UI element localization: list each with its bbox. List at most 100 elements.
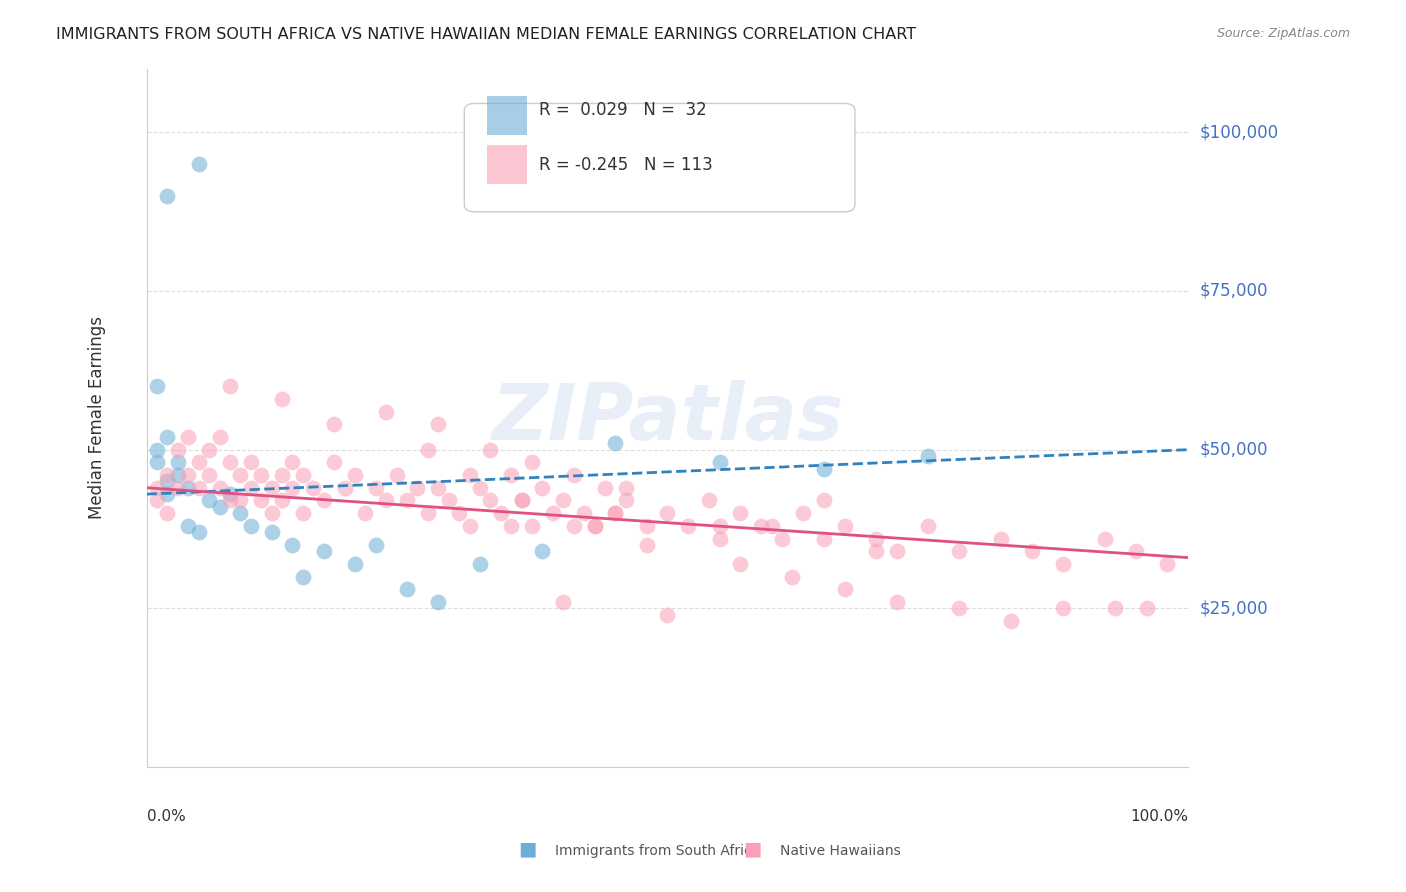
Point	[416, 442, 439, 457]
Point	[948, 544, 970, 558]
Point	[886, 544, 908, 558]
Point	[990, 532, 1012, 546]
Point	[553, 493, 575, 508]
Text: R = -0.245   N = 113: R = -0.245 N = 113	[540, 156, 713, 174]
Point	[427, 595, 450, 609]
Point	[187, 157, 209, 171]
Point	[146, 379, 169, 393]
Point	[709, 519, 731, 533]
Text: Source: ZipAtlas.com: Source: ZipAtlas.com	[1216, 27, 1350, 40]
Point	[219, 379, 242, 393]
Point	[271, 468, 294, 483]
Point	[614, 493, 637, 508]
Point	[520, 519, 543, 533]
Point	[865, 532, 887, 546]
Point	[250, 468, 273, 483]
Point	[834, 519, 856, 533]
Point	[323, 455, 346, 469]
Point	[166, 468, 188, 483]
Bar	[488, 145, 527, 184]
Text: Median Female Earnings: Median Female Earnings	[87, 317, 105, 519]
Point	[146, 442, 169, 457]
Text: Immigrants from South Africa: Immigrants from South Africa	[555, 844, 761, 858]
Point	[198, 442, 221, 457]
Point	[583, 519, 606, 533]
Point	[177, 468, 200, 483]
Point	[562, 468, 585, 483]
Point	[657, 506, 679, 520]
Point	[187, 455, 209, 469]
Point	[291, 468, 314, 483]
Point	[323, 417, 346, 432]
Point	[813, 461, 835, 475]
Point	[636, 519, 658, 533]
Point	[427, 417, 450, 432]
Point	[834, 582, 856, 597]
Point	[510, 493, 533, 508]
Text: ZIPatlas: ZIPatlas	[491, 380, 844, 456]
Point	[583, 519, 606, 533]
Text: Native Hawaiians: Native Hawaiians	[780, 844, 901, 858]
Point	[458, 468, 481, 483]
Point	[697, 493, 720, 508]
Point	[531, 481, 554, 495]
Point	[166, 481, 188, 495]
Text: 100.0%: 100.0%	[1130, 809, 1188, 824]
Point	[260, 481, 283, 495]
Bar	[488, 96, 527, 135]
Text: $75,000: $75,000	[1199, 282, 1268, 300]
Point	[541, 506, 564, 520]
Point	[770, 532, 793, 546]
Point	[291, 570, 314, 584]
Point	[605, 506, 627, 520]
Point	[865, 544, 887, 558]
Point	[198, 468, 221, 483]
Point	[605, 506, 627, 520]
Point	[219, 487, 242, 501]
Text: IMMIGRANTS FROM SOUTH AFRICA VS NATIVE HAWAIIAN MEDIAN FEMALE EARNINGS CORRELATI: IMMIGRANTS FROM SOUTH AFRICA VS NATIVE H…	[56, 27, 917, 42]
Point	[501, 468, 523, 483]
Point	[156, 468, 179, 483]
Point	[792, 506, 814, 520]
Point	[166, 455, 188, 469]
Point	[761, 519, 783, 533]
Point	[749, 519, 772, 533]
Point	[343, 557, 366, 571]
Point	[250, 493, 273, 508]
Point	[531, 544, 554, 558]
Point	[187, 525, 209, 540]
Point	[260, 525, 283, 540]
FancyBboxPatch shape	[464, 103, 855, 211]
Point	[146, 481, 169, 495]
Point	[449, 506, 471, 520]
Point	[156, 506, 179, 520]
Point	[291, 506, 314, 520]
Point	[395, 582, 418, 597]
Point	[636, 538, 658, 552]
Text: ■: ■	[742, 839, 762, 858]
Point	[271, 493, 294, 508]
Point	[385, 468, 408, 483]
Point	[229, 493, 252, 508]
Text: R =  0.029   N =  32: R = 0.029 N = 32	[540, 102, 707, 120]
Point	[709, 532, 731, 546]
Point	[219, 493, 242, 508]
Point	[917, 519, 939, 533]
Point	[730, 506, 752, 520]
Point	[416, 506, 439, 520]
Point	[146, 493, 169, 508]
Point	[219, 455, 242, 469]
Point	[198, 493, 221, 508]
Point	[156, 188, 179, 202]
Text: 0.0%: 0.0%	[146, 809, 186, 824]
Point	[520, 455, 543, 469]
Point	[187, 481, 209, 495]
Point	[406, 481, 429, 495]
Text: ■: ■	[517, 839, 537, 858]
Point	[1136, 601, 1159, 615]
Point	[271, 392, 294, 406]
Point	[229, 506, 252, 520]
Point	[229, 468, 252, 483]
Point	[886, 595, 908, 609]
Point	[479, 493, 502, 508]
